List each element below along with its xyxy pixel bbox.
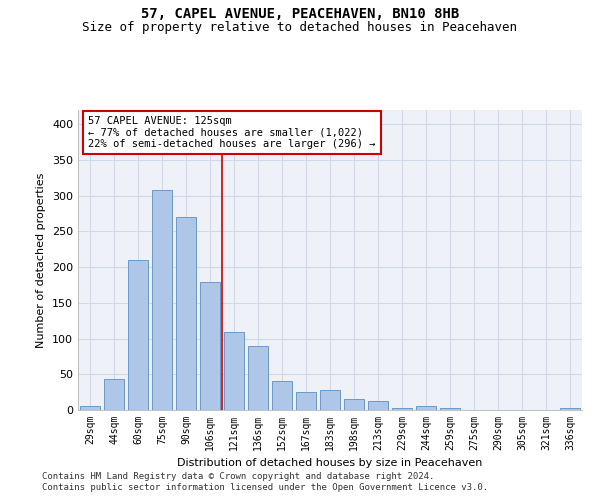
Bar	[128, 260, 148, 410]
Bar	[104, 380, 124, 410]
Bar	[80, 406, 100, 410]
Bar	[224, 332, 244, 410]
Bar	[368, 400, 388, 410]
Bar	[176, 217, 196, 410]
Bar	[320, 390, 340, 410]
Bar	[392, 408, 412, 410]
Bar	[272, 382, 292, 410]
Text: 57, CAPEL AVENUE, PEACEHAVEN, BN10 8HB: 57, CAPEL AVENUE, PEACEHAVEN, BN10 8HB	[141, 8, 459, 22]
Text: Size of property relative to detached houses in Peacehaven: Size of property relative to detached ho…	[83, 21, 517, 34]
Bar	[296, 392, 316, 410]
Bar	[248, 346, 268, 410]
Bar	[560, 408, 580, 410]
Bar	[152, 190, 172, 410]
Bar	[416, 406, 436, 410]
X-axis label: Distribution of detached houses by size in Peacehaven: Distribution of detached houses by size …	[178, 458, 482, 468]
Bar	[200, 282, 220, 410]
Text: Contains HM Land Registry data © Crown copyright and database right 2024.: Contains HM Land Registry data © Crown c…	[42, 472, 434, 481]
Text: 57 CAPEL AVENUE: 125sqm
← 77% of detached houses are smaller (1,022)
22% of semi: 57 CAPEL AVENUE: 125sqm ← 77% of detache…	[88, 116, 376, 149]
Text: Contains public sector information licensed under the Open Government Licence v3: Contains public sector information licen…	[42, 483, 488, 492]
Bar	[440, 408, 460, 410]
Bar	[344, 398, 364, 410]
Y-axis label: Number of detached properties: Number of detached properties	[37, 172, 46, 348]
